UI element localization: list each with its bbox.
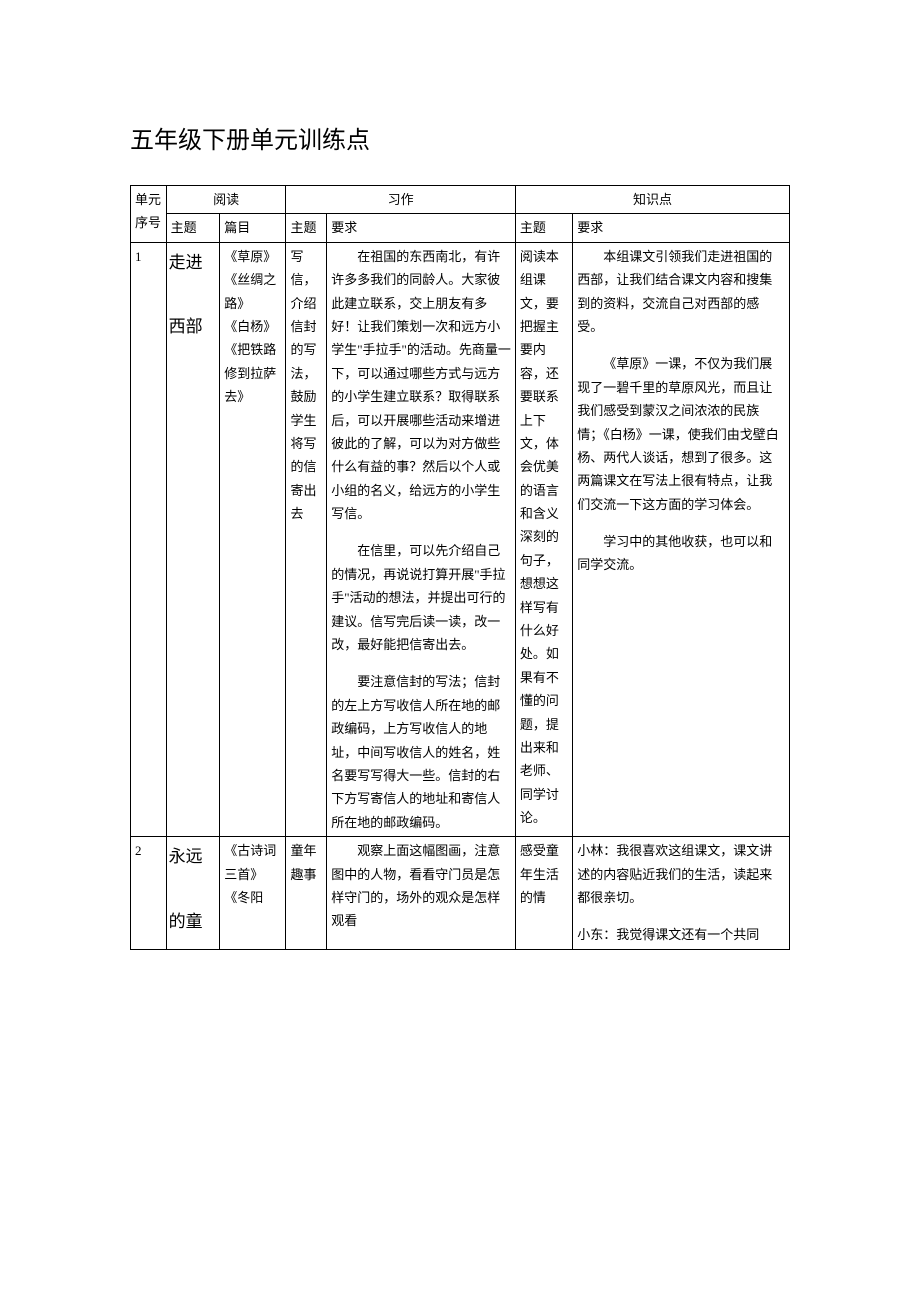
training-points-table: 单元序号 阅读 习作 知识点 主题 篇目 主题 要求 主题 要求 1 走进 西部… [130, 185, 790, 950]
knowledge-req-p2: 小东：我觉得课文还有一个共同 [577, 923, 785, 946]
header-knowledge-theme: 主题 [515, 214, 572, 242]
unit-number: 1 [131, 242, 167, 836]
header-knowledge: 知识点 [515, 186, 789, 214]
reading-titles: 《草原》 《丝绸之路》 《白杨》 《把铁路修到拉萨去》 [220, 242, 286, 836]
reading-titles: 《古诗词三首》 《冬阳 [220, 837, 286, 950]
knowledge-requirement: 本组课文引领我们走进祖国的西部，让我们结合课文内容和搜集到的资料，交流自己对西部… [573, 242, 790, 836]
knowledge-requirement: 小林：我很喜欢这组课文，课文讲述的内容贴近我们的生活，读起来都很亲切。 小东：我… [573, 837, 790, 950]
writing-req-p1: 观察上面这幅图画，注意图中的人物，看看守门员是怎样守门的，场外的观众是怎样观看 [331, 839, 511, 933]
knowledge-req-p3: 学习中的其他收获，也可以和同学交流。 [577, 530, 785, 577]
header-writing-theme: 主题 [286, 214, 327, 242]
knowledge-req-p1: 小林：我很喜欢这组课文，课文讲述的内容贴近我们的生活，读起来都很亲切。 [577, 839, 785, 909]
writing-theme: 写信，介绍信封的写法，鼓励学生将写的信寄出去 [286, 242, 327, 836]
reading-theme-line2: 西部 [169, 317, 203, 336]
reading-theme-line1: 永远 [169, 847, 203, 866]
writing-req-p1: 在祖国的东西南北，有许许多多我们的同龄人。大家彼此建立联系，交上朋友有多好！让我… [331, 245, 511, 526]
header-knowledge-req: 要求 [573, 214, 790, 242]
unit-number: 2 [131, 837, 167, 950]
header-reading: 阅读 [166, 186, 286, 214]
writing-requirement: 在祖国的东西南北，有许许多多我们的同龄人。大家彼此建立联系，交上朋友有多好！让我… [327, 242, 516, 836]
table-header-row-2: 主题 篇目 主题 要求 主题 要求 [131, 214, 790, 242]
table-row: 2 永远 的童 《古诗词三首》 《冬阳 童年趣事 观察上面这幅图画，注意图中的人… [131, 837, 790, 950]
document-page: 五年级下册单元训练点 单元序号 阅读 习作 知识点 主题 篇目 主题 要求 主题… [0, 0, 920, 990]
header-writing: 习作 [286, 186, 515, 214]
knowledge-req-p2: 《草原》一课，不仅为我们展现了一碧千里的草原风光，而且让我们感受到蒙汉之间浓浓的… [577, 352, 785, 516]
writing-theme: 童年趣事 [286, 837, 327, 950]
writing-req-p3: 要注意信封的写法；信封的左上方写收信人所在地的邮政编码，上方写收信人的地址，中间… [331, 670, 511, 834]
knowledge-req-p1: 本组课文引领我们走进祖国的西部，让我们结合课文内容和搜集到的资料，交流自己对西部… [577, 245, 785, 339]
header-reading-titles: 篇目 [220, 214, 286, 242]
header-unit: 单元序号 [131, 186, 167, 243]
table-header-row-1: 单元序号 阅读 习作 知识点 [131, 186, 790, 214]
knowledge-theme: 感受童年生活的情 [515, 837, 572, 950]
header-writing-req: 要求 [327, 214, 516, 242]
reading-theme: 永远 的童 [166, 837, 220, 950]
table-row: 1 走进 西部 《草原》 《丝绸之路》 《白杨》 《把铁路修到拉萨去》 写信，介… [131, 242, 790, 836]
reading-theme-line2: 的童 [169, 912, 203, 931]
writing-req-p2: 在信里，可以先介绍自己的情况，再说说打算开展"手拉手"活动的想法，并提出可行的建… [331, 539, 511, 656]
header-reading-theme: 主题 [166, 214, 220, 242]
writing-requirement: 观察上面这幅图画，注意图中的人物，看看守门员是怎样守门的，场外的观众是怎样观看 [327, 837, 516, 950]
knowledge-theme: 阅读本组课文，要把握主要内容，还要联系上下文，体会优美的语言和含义深刻的句子，想… [515, 242, 572, 836]
reading-theme: 走进 西部 [166, 242, 220, 836]
reading-theme-line1: 走进 [169, 253, 203, 272]
page-title: 五年级下册单元训练点 [130, 120, 790, 155]
